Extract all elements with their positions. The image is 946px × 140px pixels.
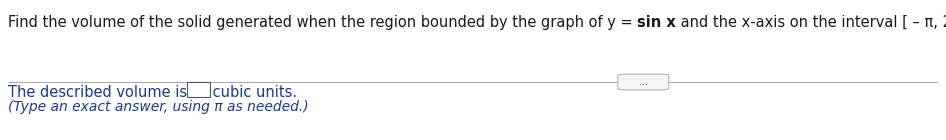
Text: (Type an exact answer, using π as needed.): (Type an exact answer, using π as needed… bbox=[8, 100, 308, 114]
Text: and the x-axis on the interval [ – π, 2π] is revolved about the x-axis.: and the x-axis on the interval [ – π, 2π… bbox=[676, 15, 946, 30]
Text: ...: ... bbox=[639, 77, 648, 87]
Text: cubic units.: cubic units. bbox=[208, 85, 297, 100]
Text: sin x: sin x bbox=[638, 15, 676, 30]
Text: The described volume is: The described volume is bbox=[8, 85, 192, 100]
Text: Find the volume of the solid generated when the region bounded by the graph of y: Find the volume of the solid generated w… bbox=[8, 15, 638, 30]
